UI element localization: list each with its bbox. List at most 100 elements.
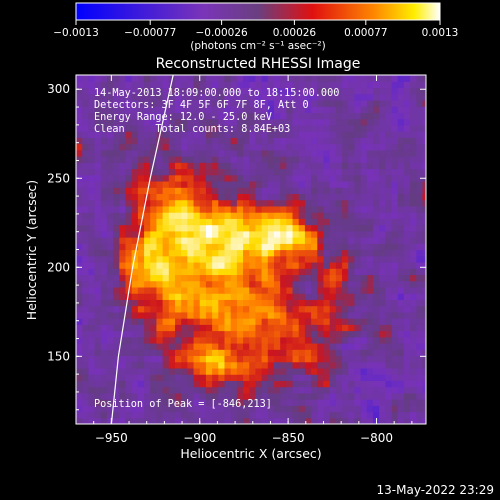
heatmap-cell (174, 137, 182, 145)
heatmap-cell (212, 286, 219, 294)
heatmap-cell (212, 299, 219, 307)
heatmap-cell (119, 299, 127, 307)
heatmap-cell (218, 392, 226, 400)
heatmap-cell (150, 93, 157, 101)
heatmap-cell (422, 156, 426, 163)
heatmap-cell (218, 180, 226, 188)
heatmap-cell (168, 286, 176, 294)
plot-timestamp: 13-May-2022 23:29 (377, 483, 494, 497)
heatmap-cell (174, 212, 182, 219)
heatmap-cell (354, 330, 362, 338)
heatmap-cell (236, 405, 244, 413)
heatmap-cell (76, 380, 83, 388)
heatmap-cell (323, 342, 331, 350)
heatmap-cell (212, 218, 219, 226)
heatmap-cell (304, 218, 312, 226)
heatmap-cell (162, 336, 170, 344)
heatmap-cell (181, 193, 188, 201)
heatmap-cell (379, 81, 386, 89)
heatmap-cell (416, 87, 424, 95)
heatmap-cell (422, 180, 426, 188)
heatmap-cell (360, 106, 368, 113)
heatmap-cell (224, 330, 232, 338)
heatmap-cell (150, 180, 157, 188)
heatmap-cell (410, 180, 417, 188)
heatmap-cell (162, 99, 170, 107)
heatmap-cell (416, 193, 424, 201)
heatmap-cell (150, 218, 157, 226)
heatmap-cell (273, 199, 281, 207)
heatmap-cell (379, 75, 386, 82)
heatmap-cell (261, 243, 269, 251)
heatmap-cell (156, 367, 164, 375)
heatmap-cell (82, 293, 89, 300)
heatmap-cell (416, 243, 424, 251)
heatmap-cell (360, 212, 368, 219)
heatmap-cell (113, 311, 120, 319)
colorbar-tick-label: −0.0013 (53, 27, 99, 39)
heatmap-cell (403, 180, 411, 188)
heatmap-cell (422, 87, 426, 95)
heatmap-cell (243, 405, 250, 413)
heatmap-cell (354, 230, 362, 238)
heatmap-cell (292, 112, 300, 120)
heatmap-cell (348, 392, 355, 400)
heatmap-cell (298, 93, 306, 101)
heatmap-cell (366, 367, 374, 375)
heatmap-cell (273, 367, 281, 375)
heatmap-cell (385, 118, 393, 126)
heatmap-cell (168, 230, 176, 238)
heatmap-cell (113, 193, 120, 201)
heatmap-cell (150, 336, 157, 344)
heatmap-cell (181, 261, 188, 269)
heatmap-cell (311, 330, 318, 338)
heatmap-cell (131, 212, 139, 219)
heatmap-cell (379, 355, 386, 363)
heatmap-cell (168, 386, 176, 394)
heatmap-cell (280, 411, 287, 419)
heatmap-cell (119, 280, 127, 288)
heatmap-cell (150, 243, 157, 251)
heatmap-cell (106, 255, 114, 263)
heatmap-cell (243, 374, 250, 381)
heatmap-cell (416, 224, 424, 232)
heatmap-cell (280, 367, 287, 375)
heatmap-cell (199, 361, 207, 369)
heatmap-cell (199, 93, 207, 101)
heatmap-cell (323, 361, 331, 369)
heatmap-cell (82, 392, 89, 400)
heatmap-cell (76, 342, 83, 350)
heatmap-cell (137, 386, 145, 394)
heatmap-cell (249, 336, 256, 344)
heatmap-cell (88, 168, 96, 176)
heatmap-cell (82, 274, 89, 282)
heatmap-cell (391, 399, 399, 406)
heatmap-cell (193, 118, 201, 126)
heatmap-cell (372, 205, 380, 213)
heatmap-cell (360, 386, 368, 394)
heatmap-cell (131, 174, 139, 182)
heatmap-cell (230, 187, 238, 195)
heatmap-cell (193, 367, 201, 375)
heatmap-cell (230, 374, 238, 381)
heatmap-cell (156, 180, 164, 188)
heatmap-cell (360, 286, 368, 294)
heatmap-cell (168, 187, 176, 195)
heatmap-cell (410, 224, 417, 232)
heatmap-cell (230, 386, 238, 394)
heatmap-cell (379, 212, 386, 219)
heatmap-cell (162, 162, 170, 170)
heatmap-cell (131, 131, 139, 138)
heatmap-cell (292, 380, 300, 388)
heatmap-cell (224, 93, 232, 101)
heatmap-cell (360, 218, 368, 226)
heatmap-cell (174, 224, 182, 232)
heatmap-cell (162, 212, 170, 219)
heatmap-cell (261, 361, 269, 369)
heatmap-cell (304, 193, 312, 201)
heatmap-cell (218, 237, 226, 244)
heatmap-cell (181, 93, 188, 101)
heatmap-cell (236, 386, 244, 394)
heatmap-cell (162, 374, 170, 381)
heatmap-cell (422, 143, 426, 151)
